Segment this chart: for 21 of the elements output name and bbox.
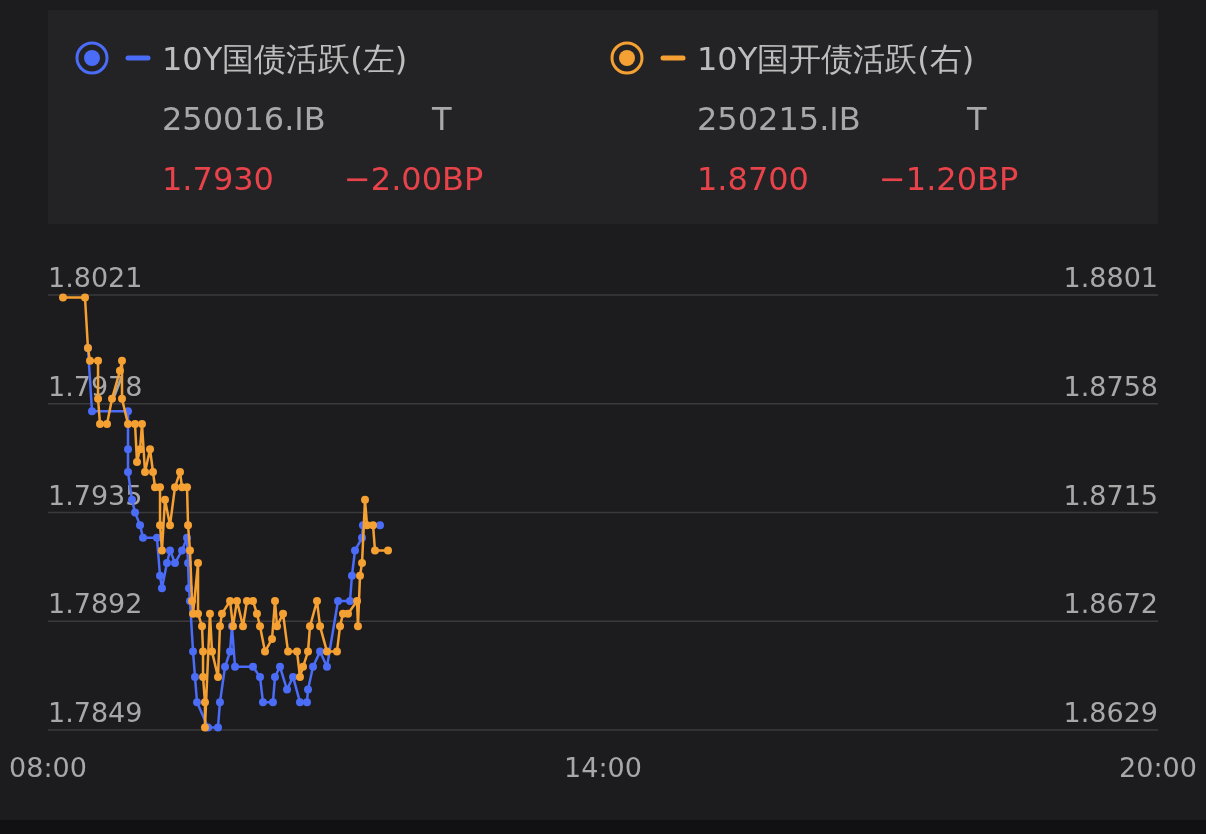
- y-tick-label: 1.8021: [48, 262, 143, 293]
- y-tick-label: 1.7892: [48, 588, 143, 620]
- text: −2.00BP: [344, 160, 484, 198]
- text: 250016.IB: [162, 100, 326, 138]
- text: 1.8700: [697, 160, 809, 198]
- text: T: [967, 100, 987, 138]
- legend-label: 10Y国债活跃(左): [162, 40, 408, 78]
- x-tick-label: 14:00: [564, 752, 642, 783]
- legend-label: 10Y国开债活跃(右): [697, 40, 975, 78]
- x-tick-label: 08:00: [9, 752, 87, 783]
- text: T: [432, 100, 452, 138]
- y2-tick-label: 1.8801: [1063, 262, 1158, 293]
- text: −1.20BP: [879, 160, 1019, 198]
- y2-tick-label: 1.8629: [1063, 697, 1158, 728]
- x-tick-label: 20:00: [1119, 752, 1197, 783]
- text: 250215.IB: [697, 100, 861, 138]
- y2-tick-label: 1.8715: [1063, 479, 1158, 511]
- y2-tick-label: 1.8672: [1063, 588, 1158, 620]
- y-tick-label: 1.7849: [48, 697, 143, 728]
- text: 1.7930: [162, 160, 274, 198]
- y2-tick-label: 1.8758: [1063, 370, 1158, 402]
